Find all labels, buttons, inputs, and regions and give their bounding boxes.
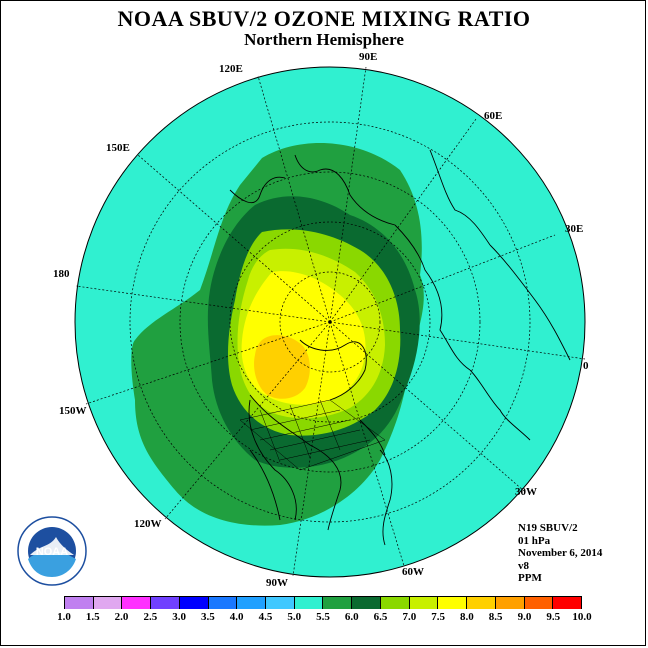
legend-swatch (208, 597, 238, 609)
lon-label-180: 180 (53, 268, 70, 280)
lon-label-120e: 120E (219, 63, 243, 75)
legend-swatch (524, 597, 554, 609)
color-legend (64, 596, 582, 609)
lon-label-150w: 150W (59, 405, 87, 417)
map-boundary (74, 66, 586, 578)
map-title: NOAA SBUV/2 OZONE MIXING RATIO (117, 6, 531, 31)
legend-swatch (352, 597, 381, 609)
lon-label-60w: 60W (402, 566, 424, 578)
legend-label: 7.5 (431, 611, 445, 623)
legend-label: 4.5 (258, 611, 273, 623)
legend-swatch (294, 597, 324, 609)
lon-label-0: 0 (583, 360, 589, 372)
legend-label: 5.0 (287, 611, 302, 623)
legend-swatch (179, 597, 209, 609)
lon-label-60e: 60E (484, 110, 503, 122)
legend-label: 1.5 (85, 611, 100, 623)
land-grid (239, 399, 386, 471)
legend-label: 6.5 (373, 611, 388, 623)
legend-swatch (553, 597, 582, 609)
lon-label-30e: 30E (565, 223, 584, 235)
lon-label-90e: 90E (359, 51, 378, 63)
legend-label: 6.0 (344, 611, 359, 623)
legend-label: 3.0 (172, 611, 186, 623)
info-satellite: N19 SBUV/2 (518, 522, 578, 534)
legend-swatch (266, 597, 295, 609)
info-units: PPM (518, 572, 542, 585)
coastlines (229, 149, 571, 546)
ozone-band-8-0 (254, 335, 310, 399)
legend-label: 8.5 (488, 611, 503, 623)
legend-label: 4.0 (229, 611, 244, 623)
legend-swatch (122, 597, 152, 609)
info-level: 01 hPa (518, 534, 551, 547)
legend-swatch (438, 597, 468, 609)
legend-label: 10.0 (572, 611, 592, 623)
legend-label: 9.0 (517, 611, 532, 623)
lon-label-30w: 30W (515, 486, 537, 498)
legend-label: 7.0 (402, 611, 417, 623)
lon-label-120w: 120W (134, 518, 162, 530)
info-date: November 6, 2014 (518, 547, 603, 560)
legend-swatch (467, 597, 496, 609)
legend-label: 2.0 (114, 611, 129, 623)
graticule (75, 66, 586, 577)
legend-swatch (495, 597, 525, 609)
legend-label: 3.5 (201, 611, 215, 623)
info-version: v8 (518, 559, 529, 572)
map-subtitle: Northern Hemisphere (244, 30, 404, 49)
legend-swatch (323, 597, 353, 609)
legend-swatch (93, 597, 123, 609)
legend-label: 8.0 (460, 611, 474, 623)
info-block: N19 SBUV/2 01 hPa November 6, 2014 v8 PP… (518, 522, 602, 585)
legend-label: 5.5 (316, 611, 330, 623)
legend-label: 2.5 (143, 611, 158, 623)
legend-swatch (237, 597, 267, 609)
noaa-logo: NOAA (17, 516, 87, 586)
noaa-logo-text: NOAA (36, 546, 68, 558)
lon-label-90w: 90W (266, 577, 288, 589)
legend-label: 1.0 (57, 611, 71, 623)
legend-swatch (380, 597, 410, 609)
legend-swatch (409, 597, 439, 609)
legend-label: 9.5 (546, 611, 561, 623)
legend-swatch (151, 597, 180, 609)
lon-label-150e: 150E (106, 142, 130, 154)
legend-swatch (64, 597, 94, 609)
